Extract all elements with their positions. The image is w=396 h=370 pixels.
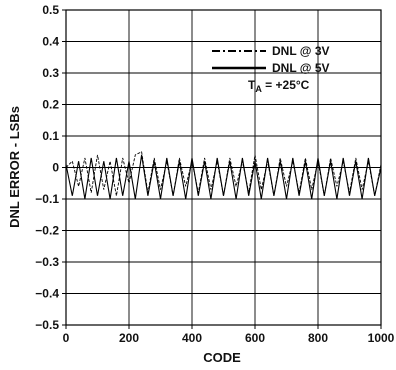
y-tick-label: −0.1	[35, 192, 59, 206]
x-tick-label: 400	[182, 331, 202, 345]
x-tick-label: 200	[119, 331, 139, 345]
series-line-3v	[65, 151, 382, 196]
y-tick-label: 0.4	[42, 35, 59, 49]
x-axis-title: CODE	[203, 350, 241, 365]
x-tick-label: 800	[308, 331, 328, 345]
legend-label-5v: DNL @ 5V	[272, 61, 330, 75]
y-tick-label: 0.5	[42, 3, 59, 17]
legend: DNL @ 3V DNL @ 5V TA = +25°C	[212, 44, 330, 94]
y-tick-label: 0	[52, 161, 59, 175]
y-tick-label: 0.2	[42, 98, 59, 112]
series-line-5v	[65, 154, 382, 200]
x-tick-label: 0	[63, 331, 70, 345]
tick-labels: 0.5 0.4 0.3 0.2 0.1 0 −0.1 −0.2 −0.3 −0.4 −0.5 0 200…	[35, 3, 394, 345]
y-tick-label: 0.1	[42, 129, 59, 143]
y-tick-label: −0.5	[35, 318, 59, 332]
series-layer	[65, 151, 382, 200]
temperature-condition: TA = +25°C	[248, 78, 310, 94]
y-axis-title: DNL ERROR - LSBs	[7, 106, 22, 228]
grid-lines	[66, 10, 381, 325]
y-tick-label: −0.4	[35, 287, 59, 301]
y-tick-label: −0.3	[35, 255, 59, 269]
x-tick-label: 1000	[368, 331, 395, 345]
y-tick-label: 0.3	[42, 66, 59, 80]
y-tick-label: −0.2	[35, 224, 59, 238]
x-tick-label: 600	[245, 331, 265, 345]
legend-label-3v: DNL @ 3V	[272, 44, 330, 58]
